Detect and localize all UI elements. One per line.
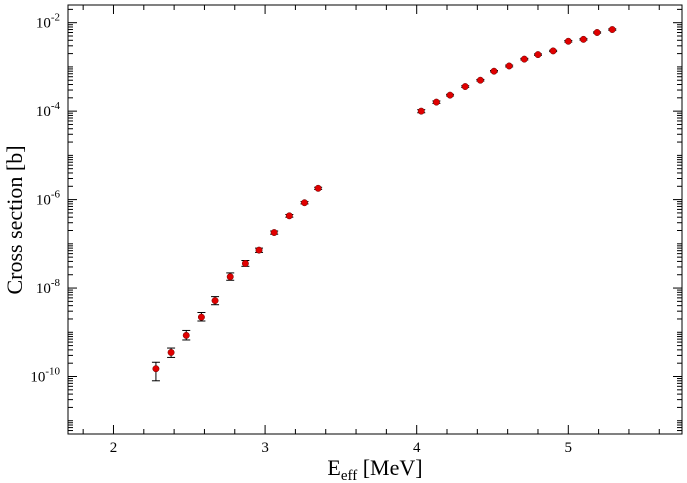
y-tick-base: 10: [36, 281, 51, 297]
x-tick-label: 5: [565, 440, 573, 456]
data-point: [241, 259, 249, 267]
x-axis-title-rest: [MeV]: [357, 455, 422, 480]
y-tick-exponent: -4: [51, 100, 61, 112]
x-axis-title-sub: eff: [341, 468, 357, 483]
data-point: [152, 365, 160, 373]
y-tick-exponent: -2: [51, 12, 60, 24]
y-tick-exponent: -10: [45, 366, 60, 378]
data-point: [446, 91, 454, 99]
data-point: [255, 246, 263, 254]
data-point: [461, 83, 469, 90]
data-point: [314, 184, 322, 192]
x-tick-label: 3: [261, 440, 269, 456]
x-tick-label: 4: [413, 440, 421, 456]
data-point: [417, 107, 425, 115]
y-tick-label: 10-2: [36, 12, 60, 32]
y-tick-label: 10-4: [36, 100, 61, 120]
y-tick-label: 10-8: [36, 277, 61, 297]
data-point: [432, 98, 440, 106]
data-point: [270, 229, 278, 236]
y-tick-label: 10-10: [30, 366, 60, 386]
x-tick-label: 2: [110, 440, 118, 456]
data-point: [549, 47, 557, 55]
y-axis-title: Cross section [b]: [2, 145, 27, 294]
data-point: [182, 331, 190, 339]
data-point: [580, 35, 587, 43]
data-point: [285, 212, 293, 220]
data-point: [301, 199, 308, 207]
y-tick-base: 10: [36, 104, 51, 120]
x-axis-title: Eeff [MeV]: [327, 455, 422, 483]
y-tick-base: 10: [36, 16, 51, 32]
y-tick-exponent: -8: [51, 277, 61, 289]
x-axis-title-main: E: [327, 455, 340, 480]
axis-ticks: [68, 5, 682, 434]
data-point: [593, 29, 601, 36]
y-tick-exponent: -6: [51, 189, 61, 201]
data-points: [152, 26, 616, 373]
data-point: [211, 297, 219, 305]
data-point: [490, 67, 498, 75]
data-point: [608, 26, 616, 33]
plot-frame: [67, 4, 683, 435]
data-point: [564, 37, 572, 45]
data-point: [197, 313, 205, 321]
data-point: [226, 273, 234, 281]
y-tick-base: 10: [30, 370, 45, 386]
y-tick-label: 10-6: [36, 189, 61, 209]
data-point: [534, 51, 542, 59]
y-tick-base: 10: [36, 193, 51, 209]
data-point: [505, 62, 513, 70]
data-point: [167, 348, 175, 356]
data-point: [520, 55, 528, 63]
error-bars: [151, 28, 617, 382]
data-point: [476, 76, 484, 84]
